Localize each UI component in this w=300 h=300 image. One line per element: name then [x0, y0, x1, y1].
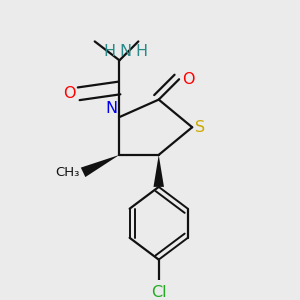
- Text: O: O: [182, 72, 194, 87]
- Text: N: N: [106, 100, 118, 116]
- Text: CH₃: CH₃: [55, 166, 80, 179]
- Text: O: O: [63, 86, 75, 101]
- Text: Cl: Cl: [151, 285, 167, 300]
- Text: H: H: [136, 44, 148, 59]
- Text: S: S: [195, 120, 205, 135]
- Polygon shape: [154, 155, 164, 187]
- Text: H: H: [103, 44, 115, 59]
- Polygon shape: [81, 155, 119, 177]
- Text: N: N: [119, 44, 132, 59]
